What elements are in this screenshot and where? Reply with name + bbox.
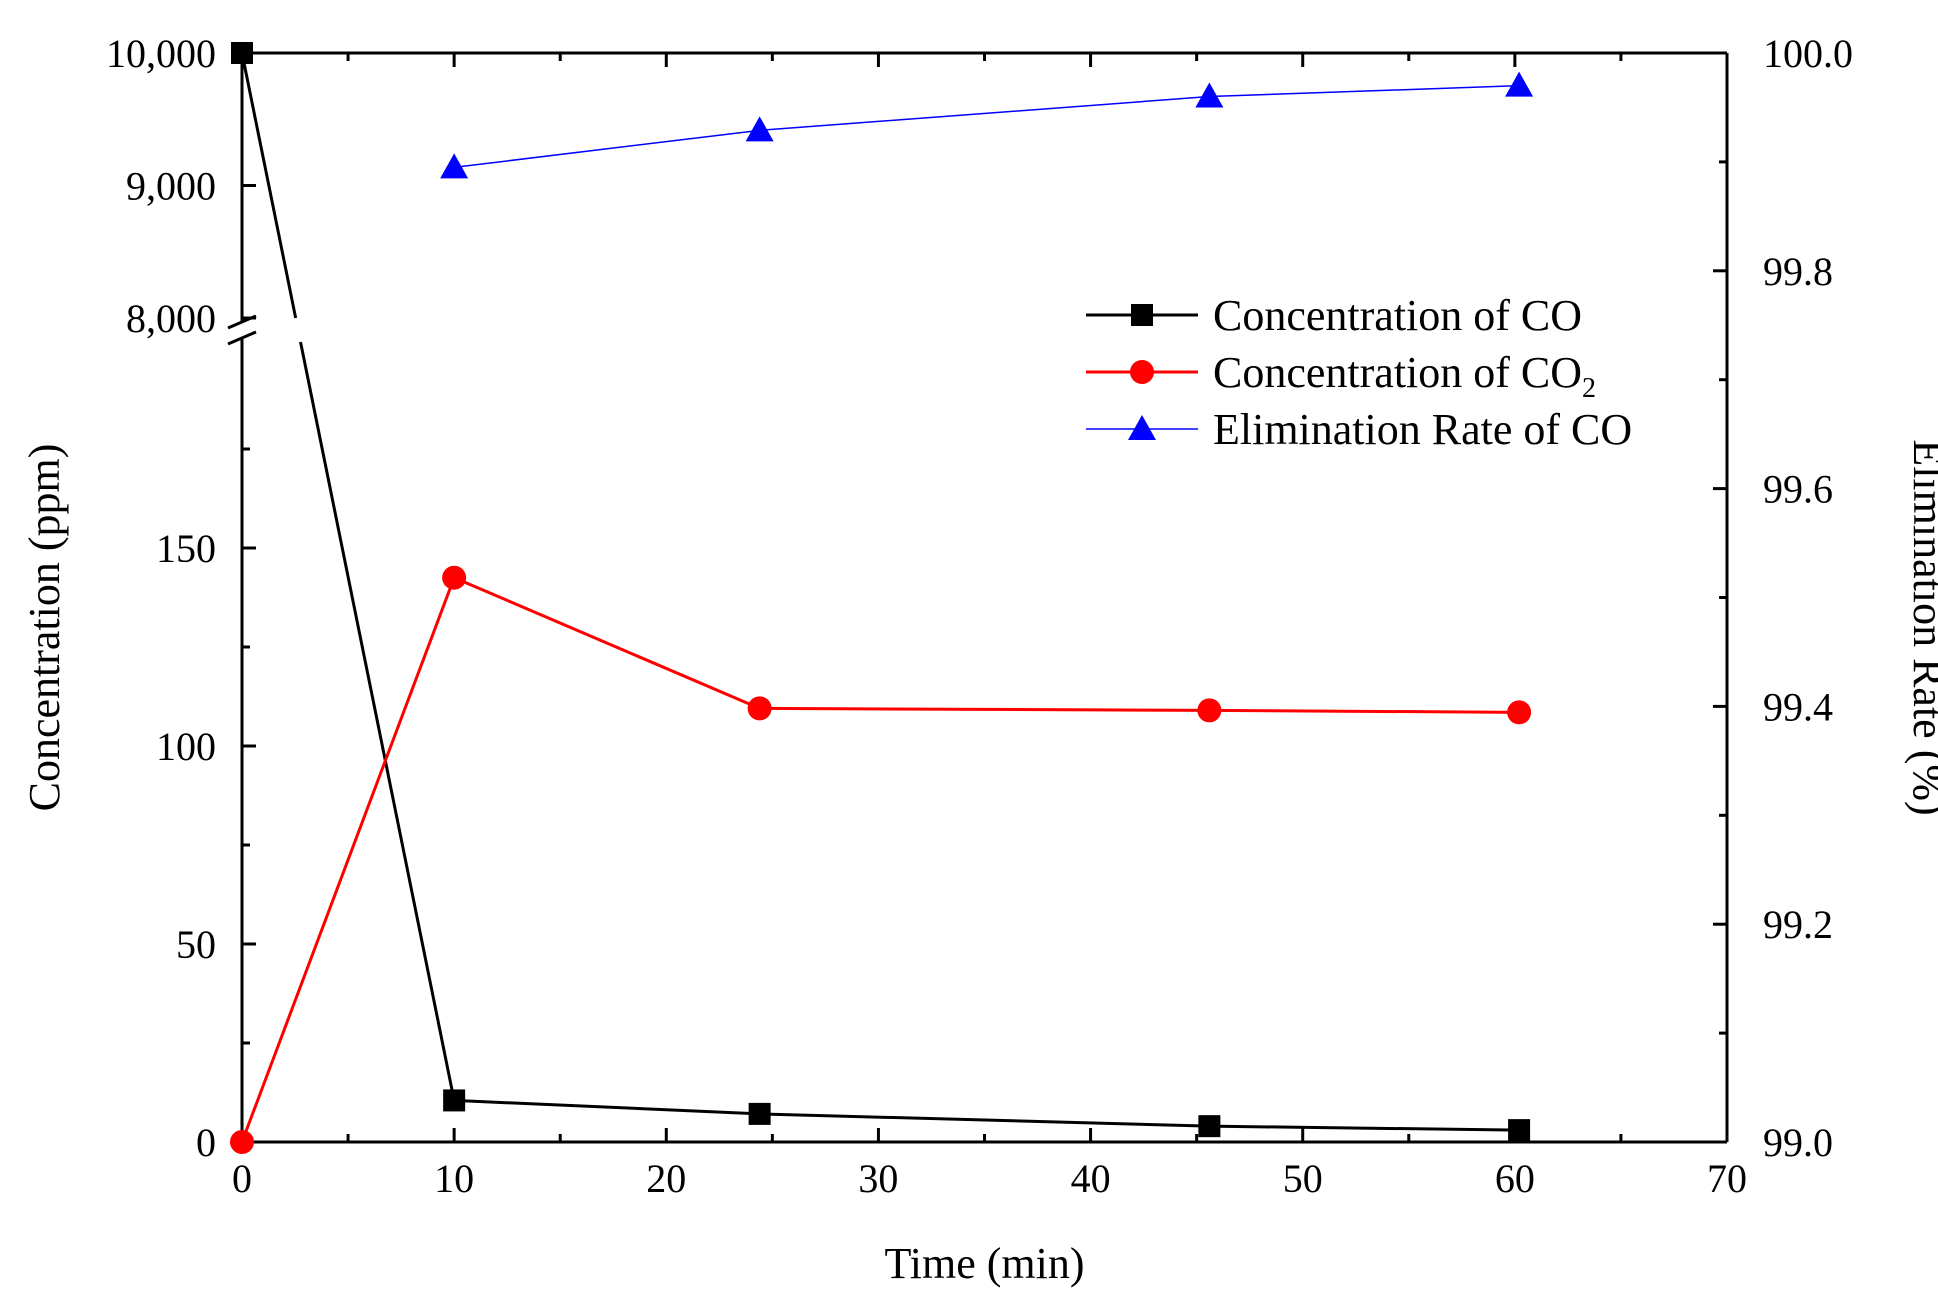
ticks: 0 10 20 30 40 50 60 70 0 50 100 150 8,000 9,000 10,000…: [106, 31, 1853, 1201]
legend-label: Concentration of CO2: [1213, 348, 1596, 404]
co-line-segment: [240, 52, 298, 319]
elim-data-point: [1195, 82, 1224, 108]
co-line-segment: [1209, 1124, 1520, 1132]
legend-item: Elimination Rate of CO: [1086, 405, 1632, 454]
legend-item: Concentration of CO: [1086, 291, 1582, 340]
co-line-segment: [759, 1112, 1210, 1128]
co-data-point: [231, 42, 253, 64]
series-layer: [230, 42, 1534, 1154]
co-line-segment: [454, 1098, 760, 1116]
right-y-tick-label: 99.8: [1763, 249, 1833, 294]
right-y-axis-title: Elimination Rate (%): [1904, 439, 1938, 815]
right-y-tick-label: 99.2: [1763, 902, 1833, 947]
x-axis-title: Time (min): [884, 1239, 1084, 1288]
legend-label: Concentration of CO: [1213, 291, 1582, 340]
co-data-point: [443, 1089, 466, 1112]
co2-series: [230, 565, 1532, 1154]
co2-line-segment: [240, 577, 456, 1143]
left-y-axis-title: Concentration (ppm): [20, 444, 69, 812]
co2-data-point: [747, 696, 772, 721]
x-tick-label: 50: [1283, 1156, 1323, 1201]
right-y-tick-label: 99.4: [1763, 684, 1833, 729]
co-line-segment: [299, 341, 456, 1101]
legend: Concentration of CO Concentration of CO2E…: [1086, 291, 1632, 454]
elim-series: [440, 71, 1534, 179]
elim-line-segment: [454, 129, 760, 169]
x-tick-label: 40: [1071, 1156, 1111, 1201]
co-data-point: [748, 1102, 771, 1125]
x-tick-label: 60: [1495, 1156, 1535, 1201]
legend-marker: [1131, 304, 1153, 326]
co2-data-point: [442, 565, 467, 590]
legend-label-subscript: 2: [1582, 373, 1596, 404]
left-y-tick-label: 100: [156, 724, 216, 769]
co2-line-segment: [453, 576, 761, 710]
x-tick-label: 20: [646, 1156, 686, 1201]
x-tick-label: 10: [434, 1156, 474, 1201]
right-y-tick-label: 100.0: [1763, 31, 1853, 76]
co-data-point: [1198, 1115, 1221, 1138]
co-data-point: [1508, 1119, 1531, 1142]
co2-data-point: [230, 1130, 254, 1154]
elim-data-point: [1505, 71, 1534, 97]
left-y-tick-label: 10,000: [106, 31, 216, 76]
elim-line-segment: [759, 95, 1210, 132]
legend-label: Elimination Rate of CO: [1213, 405, 1632, 454]
left-y-tick-label: 8,000: [126, 296, 216, 341]
co2-data-point: [1197, 698, 1222, 723]
axis-break-mark: [227, 330, 257, 346]
co2-line-segment: [759, 706, 1210, 712]
left-y-tick-label: 150: [156, 526, 216, 571]
right-y-tick-label: 99.6: [1763, 467, 1833, 512]
right-y-tick-label: 99.0: [1763, 1120, 1833, 1165]
x-tick-label: 30: [858, 1156, 898, 1201]
left-y-tick-label: 9,000: [126, 164, 216, 209]
co-series: [231, 42, 1531, 1142]
co2-line-segment: [1209, 708, 1520, 714]
elim-data-point: [745, 116, 774, 142]
x-tick-label: 70: [1707, 1156, 1747, 1201]
legend-marker: [1130, 360, 1154, 384]
legend-item: Concentration of CO2: [1086, 348, 1596, 404]
left-y-tick-label: 50: [176, 922, 216, 967]
elim-data-point: [440, 153, 469, 179]
left-y-tick-label: 0: [196, 1120, 216, 1165]
co2-data-point: [1507, 700, 1532, 725]
x-tick-label: 0: [232, 1156, 252, 1201]
elim-line-segment: [1209, 84, 1520, 98]
legend-marker: [1128, 415, 1156, 440]
